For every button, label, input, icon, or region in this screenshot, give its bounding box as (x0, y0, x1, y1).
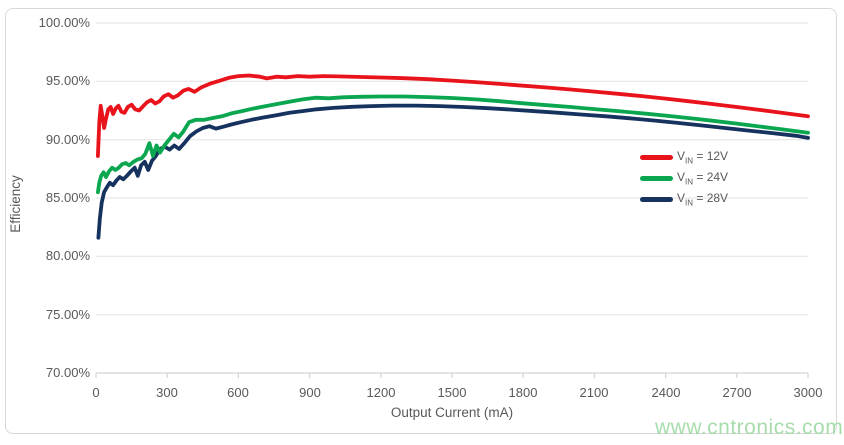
legend-label: VIN = 24V (677, 170, 729, 187)
x-tick-label: 3000 (793, 385, 823, 400)
x-tick-label: 2400 (651, 385, 681, 400)
x-axis-title: Output Current (mA) (390, 405, 514, 420)
watermark: www.cntronics.com (655, 416, 844, 439)
x-tick-label: 1800 (508, 385, 538, 400)
legend-swatch-24v-icon (640, 176, 673, 181)
y-tick-label: 75.00% (45, 307, 90, 322)
y-tick-label: 95.00% (45, 73, 90, 88)
x-tick-label: 600 (227, 385, 249, 400)
y-tick-label: 70.00% (45, 365, 90, 380)
legend-swatch-28v-icon (640, 197, 673, 202)
x-tick-label: 1500 (437, 385, 467, 400)
legend-item-vin-12v: VIN = 12V (640, 147, 728, 168)
y-tick-label: 85.00% (45, 190, 90, 205)
legend: VIN = 12V VIN = 24V VIN = 28V (640, 147, 728, 210)
legend-item-vin-24v: VIN = 24V (640, 168, 728, 189)
x-tick-label: 2100 (579, 385, 609, 400)
y-tick-label: 80.00% (45, 248, 90, 263)
x-tick-label: 1200 (366, 385, 396, 400)
legend-label: VIN = 28V (677, 191, 729, 208)
legend-swatch-12v-icon (640, 155, 673, 160)
legend-item-vin-28v: VIN = 28V (640, 189, 728, 210)
x-tick-label: 2700 (722, 385, 752, 400)
y-tick-label: 90.00% (45, 132, 90, 147)
x-tick-label: 300 (156, 385, 178, 400)
y-axis-title: Efficiency (8, 175, 23, 233)
y-tick-label: 100.00% (38, 15, 90, 30)
x-tick-label: 900 (299, 385, 321, 400)
x-tick-label: 0 (92, 385, 100, 400)
legend-label: VIN = 12V (677, 149, 729, 166)
